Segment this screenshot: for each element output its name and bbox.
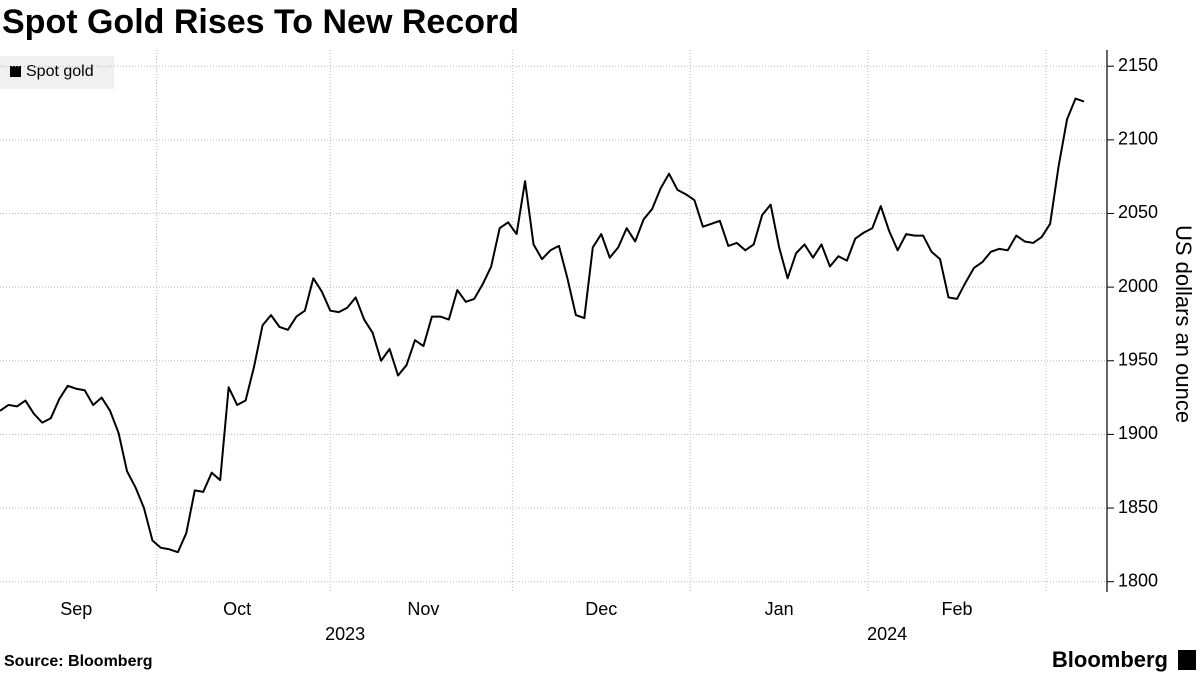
legend-swatch — [10, 66, 21, 77]
x-tick-label: Jan — [765, 599, 794, 619]
y-tick-label: 1950 — [1118, 350, 1158, 370]
y-tick-label: 1900 — [1118, 423, 1158, 443]
y-tick-label: 2150 — [1118, 55, 1158, 75]
legend-label: Spot gold — [26, 63, 94, 80]
chart-title: Spot Gold Rises To New Record — [2, 3, 519, 41]
x-tick-label: Dec — [585, 599, 617, 619]
x-tick-label: Feb — [941, 599, 972, 619]
brand: Bloomberg — [1052, 647, 1168, 672]
year-label: 2024 — [867, 624, 907, 644]
x-tick-label: Oct — [223, 599, 251, 619]
y-tick-label: 2100 — [1118, 129, 1158, 149]
y-axis-label: US dollars an ounce — [1171, 225, 1196, 423]
x-tick-label: Nov — [407, 599, 439, 619]
y-tick-label: 1800 — [1118, 570, 1158, 590]
line-series — [0, 97, 1085, 554]
y-tick-label: 2050 — [1118, 202, 1158, 222]
x-tick-label: Sep — [60, 599, 92, 619]
year-label: 2023 — [325, 624, 365, 644]
source: Source: Bloomberg — [4, 653, 152, 670]
brand-icon — [1178, 650, 1196, 670]
y-tick-label: 2000 — [1118, 276, 1158, 296]
y-tick-label: 1850 — [1118, 497, 1158, 517]
